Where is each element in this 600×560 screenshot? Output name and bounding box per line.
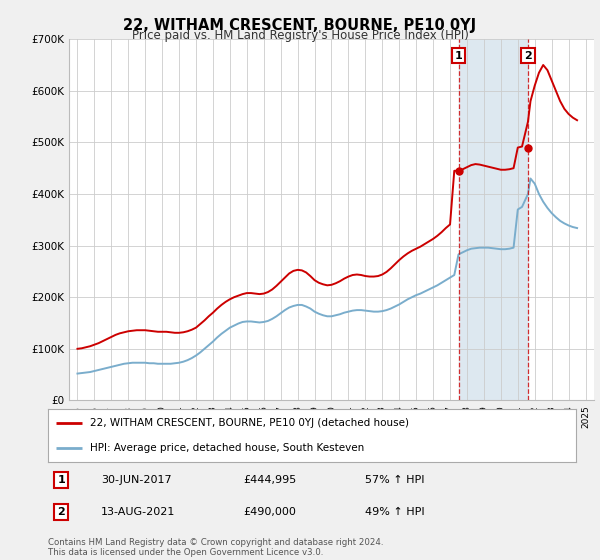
Text: 13-AUG-2021: 13-AUG-2021 — [101, 507, 175, 517]
Text: £490,000: £490,000 — [244, 507, 296, 517]
Text: 49% ↑ HPI: 49% ↑ HPI — [365, 507, 424, 517]
Text: 30-JUN-2017: 30-JUN-2017 — [101, 475, 172, 486]
Text: Price paid vs. HM Land Registry's House Price Index (HPI): Price paid vs. HM Land Registry's House … — [131, 29, 469, 42]
Text: 2: 2 — [524, 51, 532, 60]
Text: 22, WITHAM CRESCENT, BOURNE, PE10 0YJ: 22, WITHAM CRESCENT, BOURNE, PE10 0YJ — [124, 18, 476, 33]
Text: HPI: Average price, detached house, South Kesteven: HPI: Average price, detached house, Sout… — [90, 442, 364, 452]
Bar — [458, 39, 528, 400]
Text: 22, WITHAM CRESCENT, BOURNE, PE10 0YJ (detached house): 22, WITHAM CRESCENT, BOURNE, PE10 0YJ (d… — [90, 418, 409, 428]
Text: 2: 2 — [58, 507, 65, 517]
Text: Contains HM Land Registry data © Crown copyright and database right 2024.
This d: Contains HM Land Registry data © Crown c… — [48, 538, 383, 557]
Text: £444,995: £444,995 — [244, 475, 296, 486]
Text: 1: 1 — [58, 475, 65, 486]
Text: 57% ↑ HPI: 57% ↑ HPI — [365, 475, 424, 486]
Text: 1: 1 — [455, 51, 463, 60]
